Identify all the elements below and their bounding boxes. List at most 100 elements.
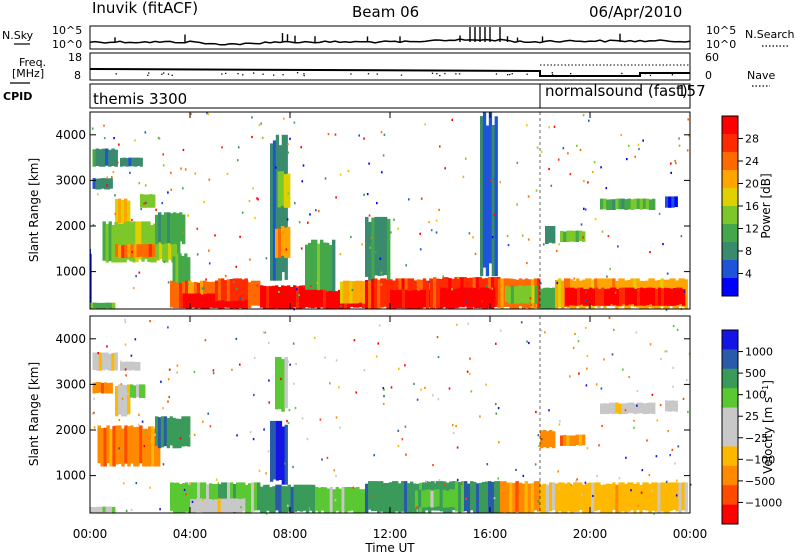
scatter-speckle bbox=[145, 201, 147, 204]
scatter-cell bbox=[236, 482, 240, 511]
colorbar-swatch bbox=[722, 485, 738, 505]
scatter-cell bbox=[181, 255, 185, 299]
power-panel: 1000 2000 3000 4000 Slant Range [km] bbox=[27, 111, 691, 311]
scatter-speckle bbox=[462, 175, 465, 178]
scatter-cell bbox=[609, 402, 613, 414]
scatter-cell bbox=[209, 293, 213, 308]
scatter-cell bbox=[238, 278, 242, 301]
scatter-cell bbox=[136, 426, 140, 467]
freq-dot bbox=[495, 73, 498, 75]
scatter-speckle bbox=[187, 283, 189, 286]
scatter-cell bbox=[257, 482, 261, 511]
scatter-speckle bbox=[548, 126, 550, 129]
colorbar-swatch bbox=[722, 388, 738, 408]
scatter-speckle bbox=[339, 173, 342, 176]
scatter-cell bbox=[579, 482, 583, 510]
scatter-cell bbox=[552, 482, 556, 511]
scatter-cell bbox=[371, 278, 375, 309]
scatter-cell bbox=[101, 178, 105, 189]
scatter-speckle bbox=[516, 161, 519, 164]
scatter-cell bbox=[332, 239, 336, 303]
scatter-speckle bbox=[236, 434, 238, 437]
velocity-ylabel: Slant Range [km] bbox=[27, 362, 41, 466]
scatter-cell bbox=[92, 352, 96, 370]
scatter-cell bbox=[528, 285, 532, 303]
scatter-cell bbox=[293, 285, 297, 308]
nave-axis-top: 60 bbox=[705, 51, 719, 64]
scatter-cell bbox=[95, 382, 99, 394]
scatter-speckle bbox=[537, 500, 539, 503]
scatter-cell bbox=[197, 293, 201, 308]
scatter-cell bbox=[594, 482, 598, 511]
scatter-speckle bbox=[114, 212, 117, 215]
scatter-speckle bbox=[666, 272, 669, 275]
scatter-cell bbox=[624, 483, 628, 513]
scatter-speckle bbox=[301, 417, 304, 420]
scatter-speckle bbox=[286, 218, 289, 221]
scatter-speckle bbox=[132, 287, 135, 290]
scatter-cell bbox=[102, 302, 106, 309]
scatter-speckle bbox=[666, 350, 668, 353]
scatter-cell bbox=[467, 287, 471, 308]
scatter-cell bbox=[242, 482, 246, 511]
scatter-speckle bbox=[683, 290, 686, 293]
scatter-speckle bbox=[656, 419, 659, 422]
scatter-cell bbox=[200, 294, 204, 309]
scatter-cell bbox=[497, 481, 501, 513]
scatter-cell bbox=[655, 288, 659, 306]
scatter-cell bbox=[572, 230, 576, 242]
scatter-speckle bbox=[640, 491, 643, 494]
scatter-cell bbox=[132, 221, 136, 263]
scatter-cell bbox=[208, 499, 212, 513]
scatter-speckle bbox=[481, 300, 483, 303]
scatter-speckle bbox=[674, 462, 676, 465]
scatter-cell bbox=[106, 425, 110, 464]
scatter-cell bbox=[618, 198, 622, 210]
scatter-cell bbox=[461, 287, 465, 308]
scatter-cell bbox=[618, 403, 622, 414]
noise-spikes bbox=[114, 27, 621, 42]
scatter-cell bbox=[442, 489, 447, 508]
scatter-cell bbox=[299, 285, 303, 309]
scatter-cell bbox=[272, 285, 276, 309]
scatter-cell bbox=[540, 288, 544, 309]
scatter-speckle bbox=[432, 394, 434, 397]
scatter-cell bbox=[627, 198, 631, 210]
scatter-speckle bbox=[378, 324, 381, 327]
scatter-cell bbox=[197, 482, 201, 512]
scatter-cell bbox=[365, 216, 369, 277]
scatter-speckle bbox=[566, 281, 568, 284]
scatter-speckle bbox=[176, 364, 179, 367]
power-colorbar-label: Power [dB] bbox=[759, 173, 773, 238]
scatter-cell bbox=[127, 244, 131, 257]
scatter-cell bbox=[175, 253, 179, 299]
scatter-speckle bbox=[675, 162, 677, 165]
freq-dot bbox=[273, 74, 275, 76]
scatter-speckle bbox=[504, 283, 507, 287]
scatter-cell bbox=[527, 483, 532, 513]
scatter-cell bbox=[140, 194, 144, 208]
scatter-cell bbox=[389, 482, 393, 513]
scatter-cell bbox=[139, 157, 143, 167]
scatter-cell bbox=[92, 149, 96, 167]
scatter-cell bbox=[515, 481, 519, 512]
scatter-speckle bbox=[240, 506, 242, 509]
scatter-speckle bbox=[254, 216, 256, 219]
scatter-speckle bbox=[254, 486, 256, 489]
scatter-cell bbox=[480, 116, 484, 277]
scatter-cell bbox=[290, 486, 295, 513]
scatter-cell bbox=[287, 484, 291, 512]
colorbar-swatch bbox=[722, 330, 738, 350]
scatter-cell bbox=[136, 244, 140, 258]
freq-dot bbox=[621, 72, 623, 75]
scatter-speckle bbox=[622, 368, 624, 371]
scatter-cell bbox=[506, 482, 510, 513]
scatter-cell bbox=[205, 498, 209, 513]
scatter-cell bbox=[251, 280, 255, 306]
scatter-speckle bbox=[296, 294, 299, 297]
scatter-cell bbox=[108, 221, 112, 262]
scatter-cell bbox=[203, 293, 207, 309]
scatter-cell bbox=[414, 289, 418, 309]
scatter-cell bbox=[147, 221, 151, 262]
scatter-speckle bbox=[156, 258, 158, 261]
